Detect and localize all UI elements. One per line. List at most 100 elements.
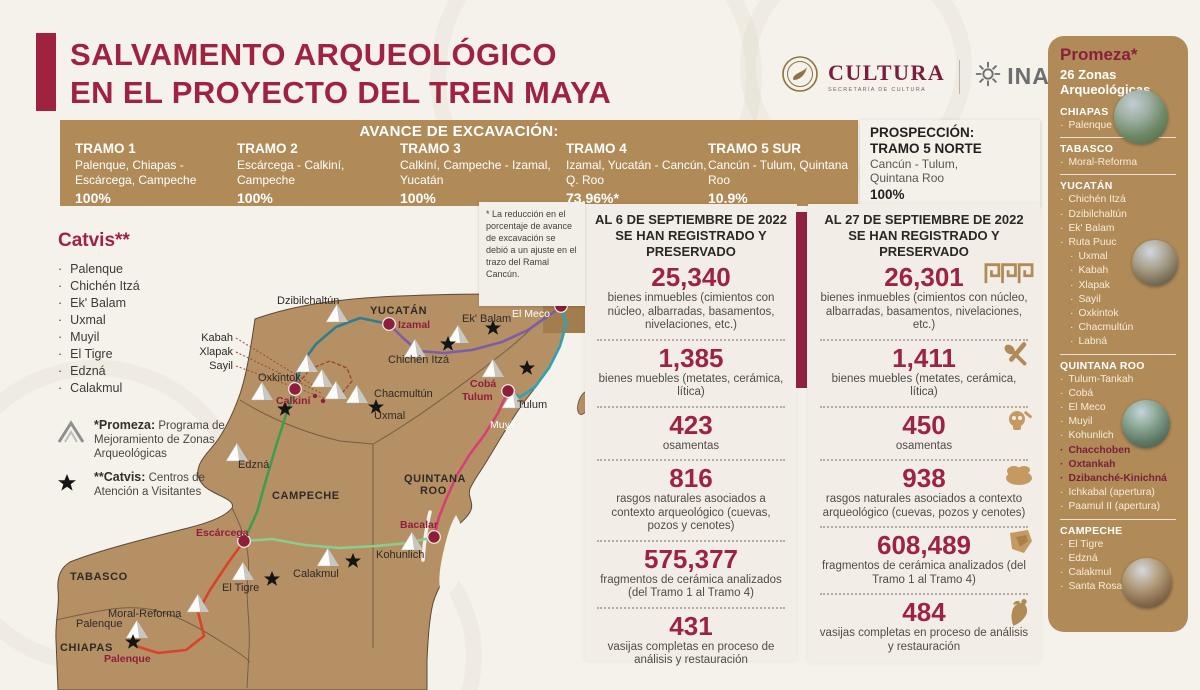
chetumal-bay	[439, 515, 467, 595]
pyramid-marker	[310, 368, 333, 388]
pyramid-marker	[225, 442, 248, 462]
map-label: Muyil	[490, 419, 515, 431]
map-label: Palenque	[104, 653, 151, 665]
dotted-separator	[820, 526, 1028, 528]
sidebar-zone-item: · Paamul II (apertura)	[1060, 501, 1161, 513]
title-accent-bar	[36, 33, 56, 111]
tramo-name: TRAMO 2	[237, 141, 298, 156]
sidebar-zone-item: · Uxmal	[1070, 251, 1108, 263]
stat-label: bienes muebles (metates, cerámica, lític…	[598, 372, 784, 399]
rail-line-tramo4	[387, 305, 563, 355]
stat-label: osamentas	[662, 439, 720, 452]
peninsula-map: Dzibilchaltún YUCATÁN Ek' Balam Chichén Itz…	[35, 258, 603, 690]
stat-label: bienes inmuebles (cimientos con núcleo, …	[607, 292, 775, 331]
promeza-definition: *Promeza: Programa de Mejoramiento de Zo…	[94, 418, 246, 461]
map-label: Bacalar	[400, 519, 438, 531]
prospeccion-pct: 100%	[870, 187, 905, 202]
stats-header: AL 27 DE SEPTIEMBRE DE 2022 SE HAN REGIS…	[824, 212, 1024, 259]
pyramid-marker	[231, 561, 254, 581]
pyramid-marker	[325, 303, 348, 323]
map-label: Calkiní	[276, 395, 312, 407]
sidebar-zone-item: · Chacchoben	[1060, 444, 1131, 456]
map-label: El Tigre	[222, 582, 259, 594]
laguna-bacalar	[421, 510, 432, 562]
pyramid-marker	[400, 531, 423, 551]
map-label: El Meco	[512, 308, 550, 320]
sidebar-zone-item: · Muyil	[1060, 416, 1093, 428]
stat-value: 450	[902, 409, 946, 440]
inah-glyph-icon	[974, 60, 1002, 94]
stat-label: rasgos naturales asociados a contexto ar…	[822, 493, 1026, 519]
cultura-logo: CULTURA SECRETARÍA DE CULTURA	[780, 54, 945, 99]
tramo-column-5: TRAMO 5 SUR Cancún - Tulum, Quintana Roo…	[708, 141, 851, 206]
sidebar-state-header: CHIAPAS	[1060, 106, 1109, 118]
stat-label: rasgos naturales asociados a contexto ar…	[611, 493, 771, 532]
catvis-item: · Palenque	[58, 262, 123, 276]
stat-item: 1,385 bienes muebles (metates, cerámica, …	[595, 344, 787, 400]
station-node	[288, 382, 302, 396]
pyramid-marker	[446, 324, 469, 344]
catvis-block: Catvis** · Palenque · Chichén Itzá · Ek' Bala…	[58, 230, 140, 397]
catvis-star-marker	[485, 320, 501, 335]
stats-header: AL 6 DE SEPTIEMBRE DE 2022 SE HAN REGIST…	[595, 212, 787, 259]
tramo-pct: 10.9%	[708, 190, 748, 206]
zone-photo-ruta-puuc	[1132, 240, 1178, 286]
stat-value: 816	[669, 463, 713, 493]
stat-value: 423	[669, 409, 713, 440]
zone-photo-palenque	[1114, 90, 1168, 144]
stat-item: 1,411 bienes muebles (metates, cerámica, …	[818, 341, 1030, 400]
map-label: Kohunlich	[376, 549, 424, 561]
stat-value: 25,340	[651, 262, 731, 292]
logo-divider	[959, 59, 961, 94]
avance-title: AVANCE DE EXCAVACIÓN:	[359, 123, 559, 140]
logo-group: CULTURA SECRETARÍA DE CULTURA INAH	[780, 54, 1068, 99]
sidebar-zone-item: · Sayil	[1070, 293, 1101, 305]
catvis-definition: **Catvis: Centros de Atención a Visitant…	[94, 470, 246, 499]
map-label: Escárcega	[196, 527, 249, 539]
tramo-column-1: TRAMO 1 Palenque, Chiapas - Escárcega, C…	[75, 141, 237, 206]
tramo-name: TRAMO 5 SUR	[708, 141, 802, 156]
map-label: Uxmal	[374, 410, 405, 422]
stat-value: 26,301	[884, 262, 964, 292]
map-label: Ek' Balam	[462, 313, 511, 325]
pyramid-marker	[481, 358, 504, 378]
tramo-route: Cancún - Tulum, Quintana Roo	[708, 158, 849, 187]
promeza-def-text: Programa de Mejoramiento de Zonas Arqueo…	[94, 420, 225, 460]
catvis-star-marker	[277, 401, 293, 416]
map-label: CHIAPAS	[60, 642, 113, 654]
prospeccion-box: PROSPECCIÓN: TRAMO 5 NORTE Cancún - Tulu…	[860, 120, 1040, 206]
pyramid-marker	[324, 380, 347, 400]
column-divider-bar	[796, 212, 807, 388]
dotted-separator	[597, 338, 785, 341]
tramo-route: Escárcega - Calkiní, Campeche	[237, 158, 345, 187]
pyramid-marker	[345, 384, 368, 404]
catvis-star-marker	[264, 571, 280, 586]
map-label: Tulum	[517, 399, 547, 411]
stat-item: 423 osamentas	[595, 411, 787, 454]
map-label: Izamal	[398, 319, 430, 331]
sidebar-section: YUCATÁN · Chichén Itzá · Dzibilchaltún · Ek' B…	[1060, 175, 1176, 355]
sidebar-zone-item: · Santa Rosa Xtampak	[1060, 581, 1166, 593]
tramo-route: Izamal, Yucatán - Cancún, Q. Roo	[566, 158, 707, 187]
sidebar-section: TABASCO · Moral-Reforma	[1060, 138, 1176, 176]
sidebar-zone-item: · Kohunlich	[1060, 430, 1114, 442]
sidebar-section: QUINTANA ROO · Tulum-Tankah · Cobá · El Meco · M…	[1060, 355, 1176, 520]
sherd-icon	[1006, 529, 1034, 560]
stats-column-sep6: AL 6 DE SEPTIEMBRE DE 2022 SE HAN REGIST…	[585, 204, 797, 666]
catvis-item: · Muyil	[58, 330, 100, 344]
sidebar-state-header: QUINTANA ROO	[1060, 359, 1145, 372]
stat-label: vasijas completas en proceso de análisis…	[607, 640, 775, 667]
catvis-item: · Edzná	[58, 364, 106, 378]
sidebar-zone-item: · Oxkintok	[1070, 308, 1119, 320]
tramo-pct: 100%	[75, 190, 111, 206]
stat-item: 608,489 fragmentos de cerámica analizados…	[818, 530, 1032, 587]
map-label: TABASCO	[70, 571, 128, 583]
stat-label: osamentas	[895, 439, 953, 452]
catvis-star-marker	[519, 360, 535, 375]
dotted-separator	[820, 405, 1028, 408]
dotted-separator	[597, 606, 785, 609]
avance-band: AVANCE DE EXCAVACIÓN: TRAMO 1 Palenque, …	[60, 120, 858, 206]
map-label: CAMPECHE	[272, 490, 340, 502]
sidebar-zone-item: · Edzná	[1060, 552, 1098, 564]
map-label: Palenque	[76, 618, 123, 630]
